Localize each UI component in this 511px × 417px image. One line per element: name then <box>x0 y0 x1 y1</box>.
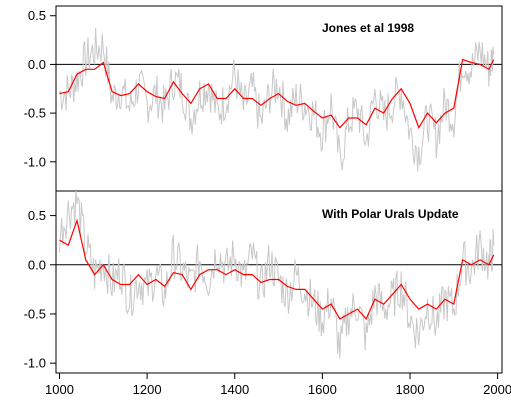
plot-frame <box>55 190 503 374</box>
x-tick-label: 1000 <box>45 382 74 397</box>
y-tick-label: -1.0 <box>24 356 46 371</box>
y-tick-label: -0.5 <box>24 306 46 321</box>
x-tick-label: 1600 <box>308 382 337 397</box>
panel-jones-1998: 0.5 0.0 -0.5 -1.0 Jones et al 1998 <box>24 5 503 192</box>
y-tick-label: 0.5 <box>28 8 46 23</box>
x-tick-label: 2000 <box>483 382 511 397</box>
y-tick-label: -1.0 <box>24 154 46 169</box>
x-tick-label: 1800 <box>396 382 425 397</box>
panel-polar-urals-update: 0.5 0.0 -0.5 -1.0 1000 1200 1400 1600 1800 2000 Wi… <box>24 190 511 397</box>
x-tick-label: 1400 <box>220 382 249 397</box>
annual-series-line <box>59 27 495 172</box>
y-tick-label: -0.5 <box>24 106 46 121</box>
annual-series-line <box>59 191 495 359</box>
panel-title: With Polar Urals Update <box>322 207 459 221</box>
plot-frame <box>55 5 503 192</box>
smoothed-series-line <box>59 218 495 320</box>
y-tick-label: 0.0 <box>28 57 46 72</box>
smoothed-series-line <box>59 58 495 130</box>
y-tick-label: 0.5 <box>28 208 46 223</box>
y-tick-label: 0.0 <box>28 257 46 272</box>
x-tick-label: 1200 <box>133 382 162 397</box>
panel-title: Jones et al 1998 <box>322 21 414 35</box>
